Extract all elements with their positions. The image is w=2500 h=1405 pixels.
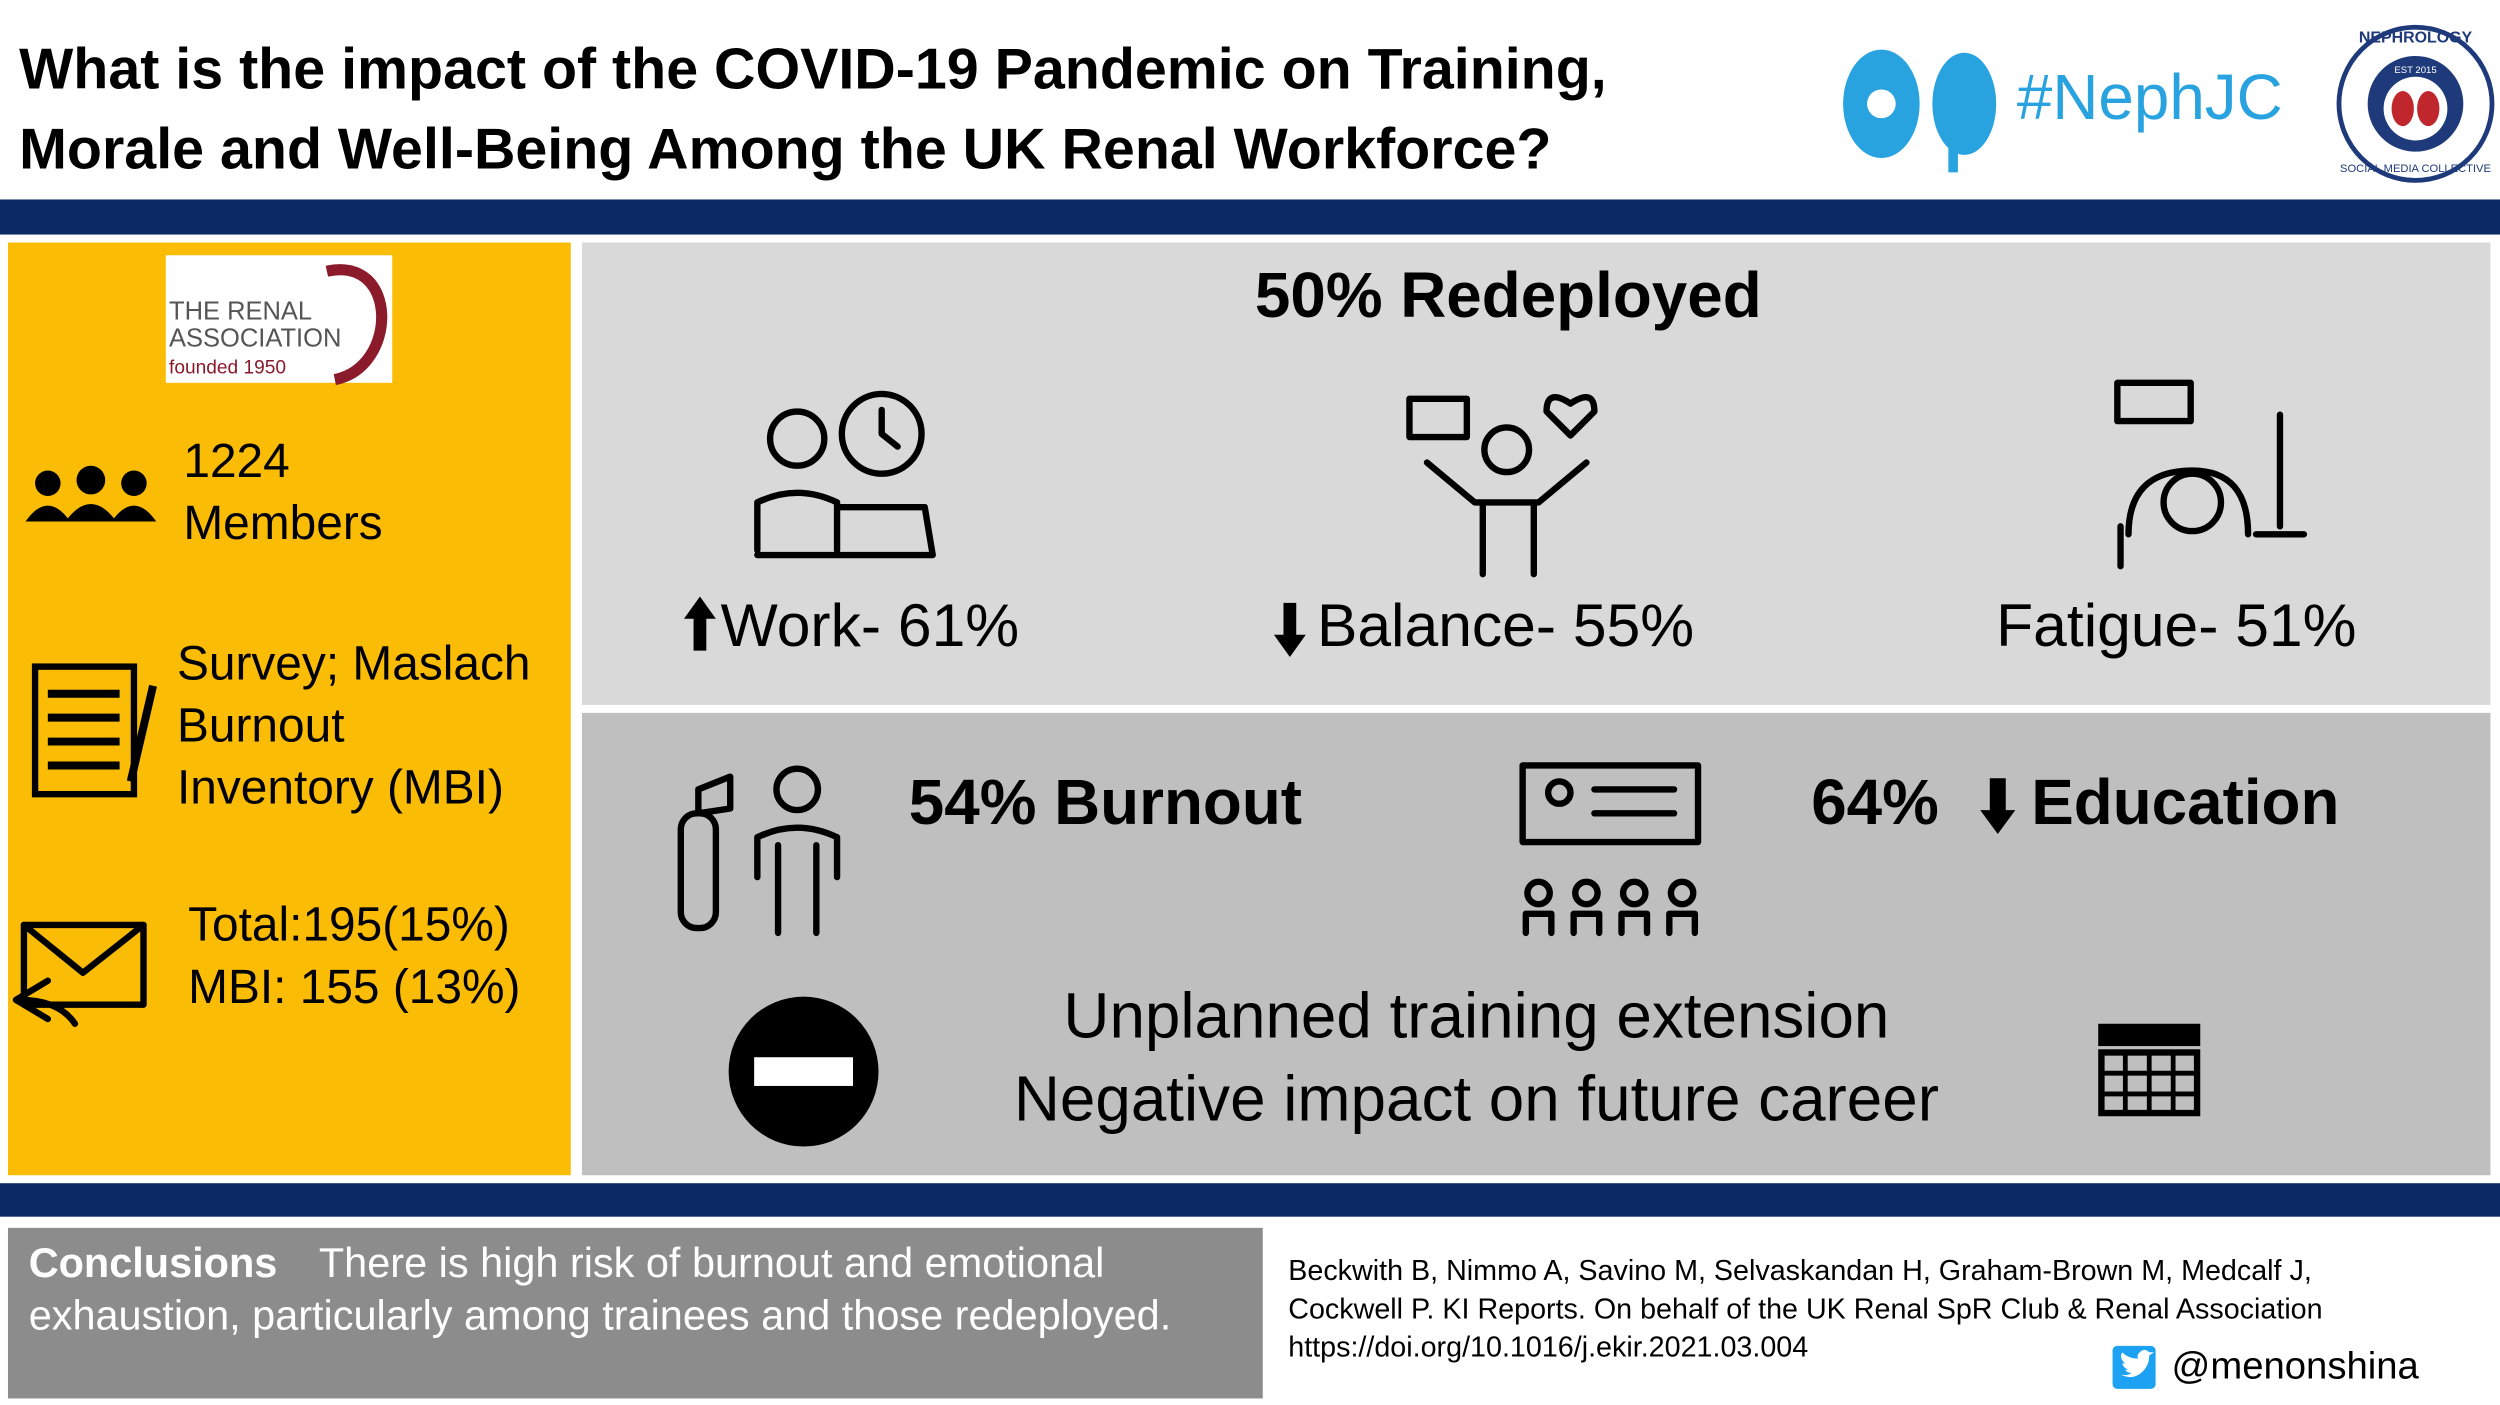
education-pct: 64%	[1811, 766, 1939, 838]
balance-stat: Balance- 55%	[1317, 591, 1694, 659]
conclusions-box	[7, 1227, 1263, 1399]
down-arrow	[1980, 778, 2016, 835]
citation: Beckwith B, Nimmo A, Savino M, Selvaskan…	[1288, 1255, 2312, 1287]
conclusions-text: There is high risk of burnout and emotio…	[319, 1239, 1104, 1286]
members-label: Members	[183, 497, 382, 550]
survey-text: Burnout	[177, 699, 345, 752]
work-icon	[754, 390, 936, 559]
impact-text: Unplanned training extension	[1063, 979, 1889, 1051]
handle[interactable]: @menonshina	[2172, 1344, 2420, 1387]
balance-icon	[1406, 394, 1598, 578]
responses-text: Total:195(15%)	[188, 899, 510, 952]
renal-association-logo: THE RENAL ASSOCIATION founded 1950	[165, 255, 393, 386]
headline: 50% Redeployed	[1255, 259, 1762, 331]
fatigue-stat: Fatigue- 51%	[1996, 591, 2356, 659]
burnout-stat: 54% Burnout	[909, 766, 1302, 838]
survey-text: Inventory (MBI)	[177, 762, 504, 815]
survey-text: Survey; Maslach	[177, 637, 531, 690]
citation: https://doi.org/10.1016/j.ekir.2021.03.0…	[1288, 1332, 1808, 1364]
responses-text: MBI: 155 (13%)	[188, 961, 520, 1014]
nephrology-logo: NEPHROLOGY EST 2015 SOCIAL MEDIA COLLECT…	[2336, 24, 2495, 183]
burnout-icon	[677, 765, 841, 937]
education-icon	[1519, 762, 1702, 937]
no-entry-bar	[754, 1057, 853, 1086]
mail-icon	[12, 921, 147, 1027]
divider	[0, 1183, 2500, 1217]
logo-text: SOCIAL MEDIA COLLECTIVE	[2340, 163, 2491, 175]
logo-text: THE RENAL	[169, 297, 312, 325]
education-label: Education	[2031, 766, 2339, 838]
conclusions-label: Conclusions	[29, 1239, 278, 1286]
survey-icon	[31, 663, 157, 798]
twitter-bird	[2120, 1349, 2155, 1378]
brand: #NephJC	[2017, 61, 2283, 133]
members-count: 1224	[183, 435, 289, 488]
title-line: Morale and Well-Being Among the UK Renal…	[19, 117, 1551, 181]
impact-text: Negative impact on future career	[1014, 1062, 1939, 1134]
conclusions-text: exhaustion, particularly among trainees …	[29, 1292, 1172, 1339]
calendar-icon	[2098, 1023, 2201, 1117]
title-line: What is the impact of the COVID-19 Pande…	[19, 38, 1607, 102]
fatigue-icon	[2114, 379, 2308, 570]
members-icon	[25, 465, 157, 522]
logo-text: EST 2015	[2394, 65, 2436, 76]
logo-text: NEPHROLOGY	[2359, 30, 2473, 47]
up-arrow	[683, 596, 716, 651]
kidney-icons	[1843, 49, 1997, 173]
divider	[0, 199, 2500, 235]
down-arrow	[1273, 602, 1306, 658]
work-stat: Work- 61%	[721, 591, 1019, 659]
citation: Cockwell P. KI Reports. On behalf of the…	[1288, 1293, 2322, 1325]
logo-text: ASSOCIATION	[169, 325, 341, 353]
left-panel	[7, 242, 571, 1176]
logo-text: founded 1950	[169, 358, 286, 379]
